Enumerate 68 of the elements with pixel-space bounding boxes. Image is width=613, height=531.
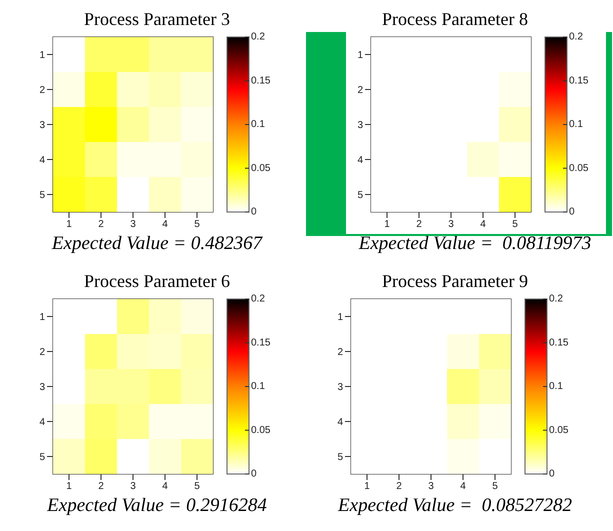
color-bar-label: 0.05 — [549, 424, 569, 436]
y-tick-label: 2 — [357, 85, 364, 96]
x-tick-label: 4 — [162, 219, 168, 230]
color-bar-label: 0 — [549, 468, 555, 480]
x-tick-label: 1 — [364, 481, 370, 492]
x-tick-label: 4 — [460, 481, 466, 492]
color-bar-label: 0.15 — [549, 337, 569, 348]
x-tick-label: 5 — [194, 219, 200, 230]
y-tick-label: 1 — [337, 312, 344, 324]
color-bar-label: 0.05 — [251, 424, 271, 436]
color-bar-label: 0 — [569, 206, 575, 218]
color-bar-label: 0.15 — [569, 75, 589, 86]
color-bar-label: 0.1 — [569, 119, 584, 130]
color-bar-label: 0.1 — [251, 381, 266, 392]
y-tick-label: 2 — [39, 347, 46, 358]
y-tick-label: 4 — [357, 155, 364, 166]
x-tick-label: 2 — [98, 219, 104, 230]
x-tick-label: 3 — [130, 481, 136, 492]
chart-title: Process Parameter 8 — [382, 8, 528, 31]
y-tick-label: 1 — [39, 312, 46, 324]
x-tick-label: 3 — [428, 481, 434, 492]
y-tick-label: 1 — [357, 50, 364, 62]
x-tick-label: 3 — [448, 219, 454, 230]
y-tick-label: 3 — [39, 382, 46, 394]
y-tick-label: 4 — [39, 417, 46, 428]
color-bar-label: 0.15 — [251, 75, 271, 86]
x-tick-label: 5 — [512, 219, 518, 230]
x-tick-label: 2 — [98, 481, 104, 492]
color-bar-label: 0.1 — [549, 381, 564, 392]
x-tick-label: 1 — [66, 219, 72, 230]
x-tick-label: 5 — [194, 481, 200, 492]
chart-title: Process Parameter 6 — [84, 270, 230, 293]
color-bar-label: 0.1 — [251, 119, 266, 130]
x-tick-label: 4 — [162, 481, 168, 492]
chart-title: Process Parameter 3 — [84, 8, 230, 31]
color-bar-label: 0.2 — [251, 294, 266, 304]
x-tick-label: 4 — [480, 219, 486, 230]
x-tick-label: 5 — [492, 481, 498, 492]
color-bar-label: 0 — [251, 468, 257, 480]
text: Expected Value = 0.08527282 — [338, 494, 572, 518]
x-tick-label: 3 — [130, 219, 136, 230]
y-tick-label: 2 — [39, 85, 46, 96]
color-bar-label: 0.2 — [549, 294, 564, 304]
x-tick-label: 2 — [416, 219, 422, 230]
y-tick-label: 5 — [39, 452, 46, 464]
text: Expected Value = 0.2916284 — [47, 494, 267, 518]
y-tick-label: 1 — [39, 50, 46, 62]
y-tick-label: 3 — [337, 382, 344, 394]
color-bar-label: 0.15 — [251, 337, 271, 348]
color-bar-label: 0.05 — [251, 162, 271, 174]
y-tick-label: 5 — [39, 190, 46, 202]
color-bar-label: 0.05 — [569, 162, 589, 174]
y-tick-label: 4 — [39, 155, 46, 166]
y-tick-label: 2 — [337, 347, 344, 358]
text: Expected Value = 0.08119973 — [358, 232, 592, 256]
y-tick-label: 3 — [357, 120, 364, 132]
text: Expected Value = 0.482367 — [52, 232, 262, 256]
chart-title: Process Parameter 9 — [382, 270, 528, 293]
x-tick-label: 2 — [396, 481, 402, 492]
y-tick-label: 3 — [39, 120, 46, 132]
color-bar-label: 0 — [251, 206, 257, 218]
color-bar-label: 0.2 — [251, 32, 266, 42]
y-tick-label: 5 — [337, 452, 344, 464]
y-tick-label: 4 — [337, 417, 344, 428]
y-tick-label: 5 — [357, 190, 364, 202]
x-tick-label: 1 — [66, 481, 72, 492]
x-tick-label: 1 — [384, 219, 390, 230]
color-bar-label: 0.2 — [569, 32, 584, 42]
